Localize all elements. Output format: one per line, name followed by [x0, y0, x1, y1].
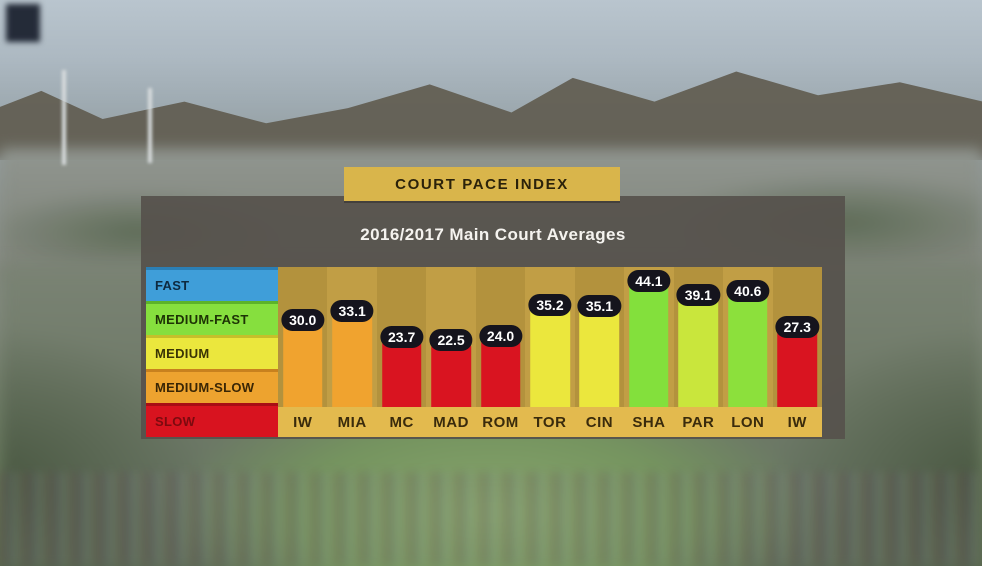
legend-item-label: SLOW [155, 414, 196, 429]
legend-item-label: MEDIUM-SLOW [155, 380, 255, 395]
legend-item-label: FAST [155, 278, 190, 293]
category-label: CIN [574, 407, 625, 437]
value-badge: 39.1 [676, 284, 720, 306]
category-label: PAR [673, 407, 724, 437]
court-pace-panel: 2016/2017 Main Court Averages FAST MEDIUM… [141, 196, 845, 439]
column-plot: 35.2 [525, 267, 575, 407]
legend-item-label: MEDIUM-FAST [155, 312, 249, 327]
legend-item-medium-slow: MEDIUM-SLOW [146, 369, 278, 403]
chart-column-cin-6: 35.1 CIN [574, 267, 625, 437]
value-badge: 22.5 [429, 329, 473, 351]
bar-slow [480, 341, 521, 407]
legend: FAST MEDIUM-FAST MEDIUM MEDIUM-SLOW SLOW [146, 267, 278, 437]
chart-column-mad-3: 22.5 MAD [426, 267, 476, 437]
column-plot: 33.1 [327, 267, 377, 407]
bar-medium [678, 300, 719, 407]
column-plot: 24.0 [475, 267, 526, 407]
bar-slow [777, 332, 818, 407]
bar-medium-fast [629, 286, 669, 407]
column-plot: 39.1 [673, 267, 724, 407]
chart-area: FAST MEDIUM-FAST MEDIUM MEDIUM-SLOW SLOW 30.… [146, 267, 822, 437]
category-label: ROM [475, 407, 526, 437]
chart-column-iw-10: 27.3 IW [772, 267, 822, 437]
chart-column-mia-1: 33.1 MIA [327, 267, 377, 437]
bar-medium [579, 311, 620, 407]
chart-columns: 30.0 IW 33.1 MIA 23.7 MC 22.5 MAD 24.0 ROM 35.2 TOR… [278, 267, 822, 437]
value-badge: 27.3 [775, 316, 819, 338]
legend-item-medium-fast: MEDIUM-FAST [146, 301, 278, 335]
crowd-band [0, 472, 982, 566]
column-plot: 44.1 [624, 267, 674, 407]
bar-slow [381, 342, 422, 407]
value-badge: 24.0 [478, 325, 523, 347]
chart-column-mc-2: 23.7 MC [376, 267, 427, 437]
chart-column-lon-9: 40.6 LON [723, 267, 773, 437]
column-plot: 35.1 [574, 267, 625, 407]
legend-item-slow: SLOW [146, 403, 278, 437]
title-badge: COURT PACE INDEX [344, 167, 620, 201]
bar-medium [530, 310, 570, 407]
legend-item-fast: FAST [146, 267, 278, 301]
floodlight-pole [148, 88, 152, 163]
bar-slow [431, 345, 471, 407]
floodlight-pole [62, 70, 66, 165]
category-label: IW [278, 407, 328, 437]
value-badge: 44.1 [627, 270, 671, 292]
chart-column-iw-0: 30.0 IW [278, 267, 328, 437]
category-label: LON [723, 407, 773, 437]
chart-column-rom-4: 24.0 ROM [475, 267, 526, 437]
value-badge: 40.6 [726, 280, 770, 302]
column-plot: 27.3 [772, 267, 822, 407]
category-label: MC [376, 407, 427, 437]
column-plot: 23.7 [376, 267, 427, 407]
category-label: IW [772, 407, 822, 437]
column-plot: 30.0 [278, 267, 328, 407]
value-badge: 35.2 [528, 294, 572, 316]
category-label: MIA [327, 407, 377, 437]
category-label: TOR [525, 407, 575, 437]
chart-column-tor-5: 35.2 TOR [525, 267, 575, 437]
corner-structure [6, 4, 40, 42]
category-label: MAD [426, 407, 476, 437]
column-plot: 40.6 [723, 267, 773, 407]
legend-item-label: MEDIUM [155, 346, 210, 361]
legend-item-medium: MEDIUM [146, 335, 278, 369]
chart-subtitle: 2016/2017 Main Court Averages [360, 225, 626, 244]
category-label: SHA [624, 407, 674, 437]
value-badge: 23.7 [380, 326, 424, 348]
bar-medium-slow [332, 316, 372, 407]
chart-column-par-8: 39.1 PAR [673, 267, 724, 437]
value-badge: 35.1 [577, 295, 622, 317]
value-badge: 30.0 [281, 309, 325, 331]
title-badge-label: COURT PACE INDEX [395, 175, 569, 193]
bar-medium-fast [728, 296, 768, 407]
chart-column-sha-7: 44.1 SHA [624, 267, 674, 437]
bar-medium-slow [282, 325, 323, 407]
column-plot: 22.5 [426, 267, 476, 407]
value-badge: 33.1 [330, 300, 374, 322]
